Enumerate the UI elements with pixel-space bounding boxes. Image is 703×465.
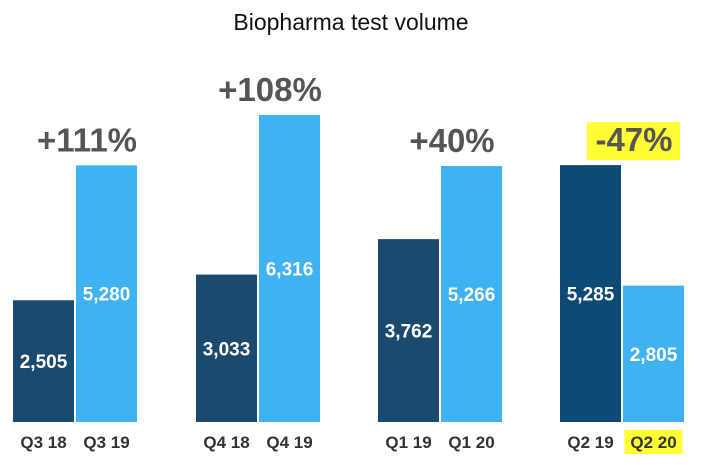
bar-value-label: 2,505 [20, 352, 68, 373]
change-label: +111% [37, 121, 137, 158]
bar-value-label: 3,033 [203, 339, 251, 360]
bar-q4-18 [196, 274, 257, 422]
category-label: Q4 18 [203, 433, 249, 452]
category-label: Q2 20 [630, 433, 676, 452]
change-label: -47% [595, 121, 672, 158]
category-label: Q1 19 [385, 433, 431, 452]
bar-q2-20 [623, 285, 684, 422]
bar-q3-18 [13, 300, 74, 422]
bar-q4-19 [259, 115, 320, 422]
bar-q1-20 [441, 166, 502, 422]
bar-q1-19 [378, 239, 439, 422]
category-highlight [624, 430, 683, 454]
bar-value-label: 5,285 [567, 285, 615, 306]
bar-value-label: 2,805 [630, 345, 678, 366]
chart-title: Biopharma test volume [233, 9, 468, 35]
bar-q2-19 [560, 165, 621, 422]
bars-layer: 2,505 Q3 18 5,280 Q3 19 +111% 3,033 Q4 18 6,316… [13, 71, 684, 454]
category-label: Q4 19 [266, 433, 312, 452]
bar-value-label: 5,266 [448, 285, 496, 306]
category-label: Q3 18 [20, 433, 66, 452]
bar-value-label: 6,316 [266, 260, 314, 281]
change-label: +40% [409, 122, 494, 159]
bar-q3-19 [76, 165, 137, 422]
category-label: Q2 19 [567, 433, 613, 452]
category-label: Q1 20 [448, 433, 494, 452]
bar-value-label: 3,762 [385, 322, 433, 343]
change-highlight [587, 122, 680, 161]
bar-value-label: 5,280 [83, 285, 131, 306]
category-label: Q3 19 [83, 433, 129, 452]
change-label: +108% [218, 71, 322, 108]
